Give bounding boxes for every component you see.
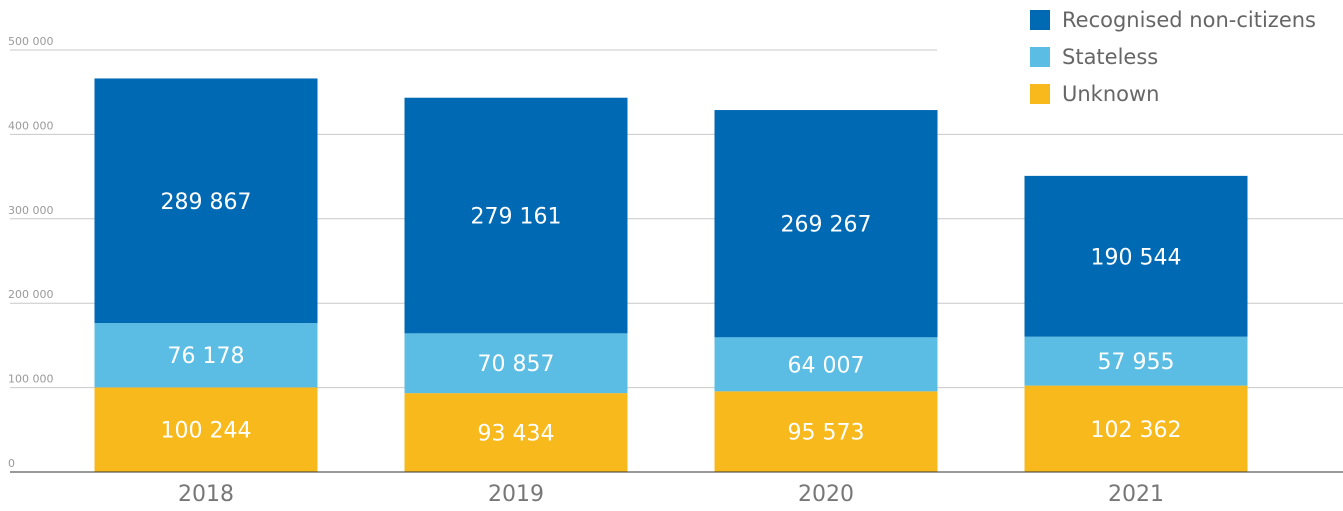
legend-label: Unknown xyxy=(1062,82,1159,106)
y-tick-label: 500 000 xyxy=(8,35,54,48)
value-label: 95 573 xyxy=(788,421,865,446)
value-label: 64 007 xyxy=(788,353,865,378)
value-label: 76 178 xyxy=(168,344,245,369)
x-tick-label: 2021 xyxy=(1108,482,1164,507)
bar-segment xyxy=(94,323,318,388)
bar-segment xyxy=(714,337,938,392)
bar-segment xyxy=(714,110,938,338)
legend-label: Stateless xyxy=(1062,45,1158,69)
value-label: 93 434 xyxy=(478,422,555,447)
value-label: 279 161 xyxy=(471,205,562,230)
legend-label: Recognised non-citizens xyxy=(1062,8,1316,32)
bar-segment xyxy=(1024,175,1248,337)
bar-segment xyxy=(94,387,318,472)
bar-segment xyxy=(1024,336,1248,386)
y-tick-label: 0 xyxy=(8,457,15,470)
bar-segment xyxy=(404,333,628,394)
value-label: 70 857 xyxy=(478,352,555,377)
value-label: 190 544 xyxy=(1091,245,1182,270)
bar-segment xyxy=(714,391,938,472)
y-tick-label: 400 000 xyxy=(8,119,54,132)
bar-segment xyxy=(1024,385,1248,472)
value-label: 289 867 xyxy=(161,190,252,215)
value-label: 269 267 xyxy=(781,213,872,238)
bar-segment xyxy=(94,78,318,324)
x-tick-label: 2020 xyxy=(798,482,854,507)
legend-swatch xyxy=(1030,47,1050,67)
x-tick-label: 2019 xyxy=(488,482,544,507)
y-tick-label: 100 000 xyxy=(8,373,54,386)
x-tick-label: 2018 xyxy=(178,482,234,507)
legend-swatch xyxy=(1030,84,1050,104)
legend-swatch xyxy=(1030,10,1050,30)
bar-segment xyxy=(404,97,628,334)
value-label: 102 362 xyxy=(1091,418,1182,443)
y-tick-label: 300 000 xyxy=(8,204,54,217)
value-label: 57 955 xyxy=(1098,350,1175,375)
bar-segment xyxy=(404,393,628,472)
y-tick-label: 200 000 xyxy=(8,288,54,301)
value-label: 100 244 xyxy=(161,419,252,444)
